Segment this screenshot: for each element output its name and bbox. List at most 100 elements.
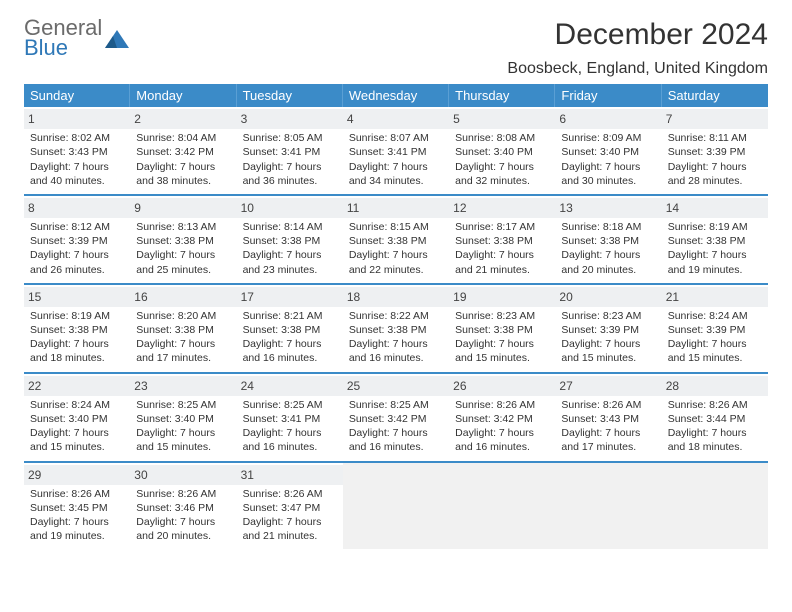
- sunrise-line: Sunrise: 8:19 AM: [668, 220, 762, 234]
- weekday-header: Wednesday: [343, 84, 449, 107]
- daylight-line: Daylight: 7 hours and 21 minutes.: [455, 248, 549, 276]
- sunset-line: Sunset: 3:42 PM: [455, 412, 549, 426]
- day-cell: 9Sunrise: 8:13 AMSunset: 3:38 PMDaylight…: [130, 196, 236, 283]
- day-cell: 14Sunrise: 8:19 AMSunset: 3:38 PMDayligh…: [662, 196, 768, 283]
- daylight-line: Daylight: 7 hours and 16 minutes.: [243, 426, 337, 454]
- sunset-line: Sunset: 3:38 PM: [136, 323, 230, 337]
- day-number: 23: [130, 376, 236, 396]
- calendar: SundayMondayTuesdayWednesdayThursdayFrid…: [24, 84, 768, 549]
- sunset-line: Sunset: 3:38 PM: [349, 234, 443, 248]
- day-cell: [662, 463, 768, 550]
- sunset-line: Sunset: 3:45 PM: [30, 501, 124, 515]
- daylight-line: Daylight: 7 hours and 36 minutes.: [243, 160, 337, 188]
- day-cell: 11Sunrise: 8:15 AMSunset: 3:38 PMDayligh…: [343, 196, 449, 283]
- daylight-line: Daylight: 7 hours and 18 minutes.: [30, 337, 124, 365]
- daylight-line: Daylight: 7 hours and 21 minutes.: [243, 515, 337, 543]
- day-number: 8: [24, 198, 130, 218]
- week-row: 22Sunrise: 8:24 AMSunset: 3:40 PMDayligh…: [24, 374, 768, 463]
- day-cell: 8Sunrise: 8:12 AMSunset: 3:39 PMDaylight…: [24, 196, 130, 283]
- day-number: 13: [555, 198, 661, 218]
- day-cell: 16Sunrise: 8:20 AMSunset: 3:38 PMDayligh…: [130, 285, 236, 372]
- daylight-line: Daylight: 7 hours and 30 minutes.: [561, 160, 655, 188]
- sunset-line: Sunset: 3:42 PM: [349, 412, 443, 426]
- sunset-line: Sunset: 3:40 PM: [561, 145, 655, 159]
- daylight-line: Daylight: 7 hours and 16 minutes.: [349, 426, 443, 454]
- day-cell: 7 Sunrise: 8:11 AMSunset: 3:39 PMDaylight…: [662, 107, 768, 194]
- day-cell: 18Sunrise: 8:22 AMSunset: 3:38 PMDayligh…: [343, 285, 449, 372]
- day-cell: 10Sunrise: 8:14 AMSunset: 3:38 PMDayligh…: [237, 196, 343, 283]
- day-number: 27: [555, 376, 661, 396]
- day-cell: 25Sunrise: 8:25 AMSunset: 3:42 PMDayligh…: [343, 374, 449, 461]
- day-cell: 31Sunrise: 8:26 AMSunset: 3:47 PMDayligh…: [237, 463, 343, 550]
- sunrise-line: Sunrise: 8:24 AM: [30, 398, 124, 412]
- weekday-header-row: SundayMondayTuesdayWednesdayThursdayFrid…: [24, 84, 768, 107]
- day-number: 22: [24, 376, 130, 396]
- sunrise-line: Sunrise: 8:25 AM: [349, 398, 443, 412]
- daylight-line: Daylight: 7 hours and 17 minutes.: [136, 337, 230, 365]
- day-number: 24: [237, 376, 343, 396]
- daylight-line: Daylight: 7 hours and 40 minutes.: [30, 160, 124, 188]
- day-cell: 12Sunrise: 8:17 AMSunset: 3:38 PMDayligh…: [449, 196, 555, 283]
- sunset-line: Sunset: 3:41 PM: [349, 145, 443, 159]
- sunset-line: Sunset: 3:39 PM: [561, 323, 655, 337]
- daylight-line: Daylight: 7 hours and 19 minutes.: [30, 515, 124, 543]
- day-cell: [449, 463, 555, 550]
- sunrise-line: Sunrise: 8:26 AM: [455, 398, 549, 412]
- daylight-line: Daylight: 7 hours and 34 minutes.: [349, 160, 443, 188]
- sunrise-line: Sunrise: 8:14 AM: [243, 220, 337, 234]
- day-number: 30: [130, 465, 236, 485]
- sunrise-line: Sunrise: 8:18 AM: [561, 220, 655, 234]
- location: Boosbeck, England, United Kingdom: [507, 60, 768, 78]
- sunrise-line: Sunrise: 8:24 AM: [668, 309, 762, 323]
- day-number: 26: [449, 376, 555, 396]
- sunset-line: Sunset: 3:38 PM: [455, 323, 549, 337]
- day-number: 10: [237, 198, 343, 218]
- day-number: 16: [130, 287, 236, 307]
- daylight-line: Daylight: 7 hours and 19 minutes.: [668, 248, 762, 276]
- week-row: 8Sunrise: 8:12 AMSunset: 3:39 PMDaylight…: [24, 196, 768, 285]
- sunrise-line: Sunrise: 8:26 AM: [30, 487, 124, 501]
- daylight-line: Daylight: 7 hours and 16 minutes.: [455, 426, 549, 454]
- sunrise-line: Sunrise: 8:26 AM: [561, 398, 655, 412]
- day-number: 4: [343, 109, 449, 129]
- sunset-line: Sunset: 3:43 PM: [561, 412, 655, 426]
- weekday-header: Saturday: [662, 84, 768, 107]
- month-title: December 2024: [507, 18, 768, 52]
- logo: General Blue: [24, 18, 130, 58]
- daylight-line: Daylight: 7 hours and 16 minutes.: [243, 337, 337, 365]
- day-cell: [555, 463, 661, 550]
- day-number: 7: [662, 109, 768, 129]
- sunset-line: Sunset: 3:38 PM: [243, 234, 337, 248]
- day-number: 21: [662, 287, 768, 307]
- daylight-line: Daylight: 7 hours and 32 minutes.: [455, 160, 549, 188]
- day-cell: 20Sunrise: 8:23 AMSunset: 3:39 PMDayligh…: [555, 285, 661, 372]
- daylight-line: Daylight: 7 hours and 28 minutes.: [668, 160, 762, 188]
- day-cell: 4Sunrise: 8:07 AMSunset: 3:41 PMDaylight…: [343, 107, 449, 194]
- sunset-line: Sunset: 3:47 PM: [243, 501, 337, 515]
- sunset-line: Sunset: 3:39 PM: [668, 145, 762, 159]
- sunset-line: Sunset: 3:41 PM: [243, 412, 337, 426]
- day-number: 20: [555, 287, 661, 307]
- sunrise-line: Sunrise: 8:08 AM: [455, 131, 549, 145]
- day-cell: 23Sunrise: 8:25 AMSunset: 3:40 PMDayligh…: [130, 374, 236, 461]
- sunrise-line: Sunrise: 8:11 AM: [668, 131, 762, 145]
- sunset-line: Sunset: 3:39 PM: [30, 234, 124, 248]
- day-cell: 21 Sunrise: 8:24 AMSunset: 3:39 PMDayligh…: [662, 285, 768, 372]
- day-cell: 1Sunrise: 8:02 AMSunset: 3:43 PMDaylight…: [24, 107, 130, 194]
- week-row: 1Sunrise: 8:02 AMSunset: 3:43 PMDaylight…: [24, 107, 768, 196]
- daylight-line: Daylight: 7 hours and 15 minutes.: [668, 337, 762, 365]
- day-cell: 13Sunrise: 8:18 AMSunset: 3:38 PMDayligh…: [555, 196, 661, 283]
- logo-text: General Blue: [24, 18, 102, 58]
- daylight-line: Daylight: 7 hours and 20 minutes.: [136, 515, 230, 543]
- sunset-line: Sunset: 3:39 PM: [668, 323, 762, 337]
- sunrise-line: Sunrise: 8:25 AM: [243, 398, 337, 412]
- sunrise-line: Sunrise: 8:23 AM: [455, 309, 549, 323]
- sunset-line: Sunset: 3:38 PM: [243, 323, 337, 337]
- sunrise-line: Sunrise: 8:09 AM: [561, 131, 655, 145]
- daylight-line: Daylight: 7 hours and 15 minutes.: [136, 426, 230, 454]
- daylight-line: Daylight: 7 hours and 38 minutes.: [136, 160, 230, 188]
- weekday-header: Friday: [555, 84, 661, 107]
- day-number: 31: [237, 465, 343, 485]
- weekday-header: Monday: [130, 84, 236, 107]
- daylight-line: Daylight: 7 hours and 20 minutes.: [561, 248, 655, 276]
